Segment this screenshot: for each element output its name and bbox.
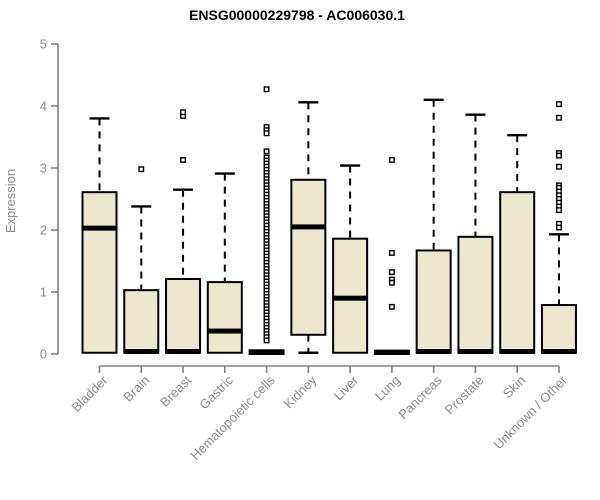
x-tick-label-gastric: Gastric: [196, 372, 236, 412]
median-line: [207, 328, 242, 334]
median-line: [82, 225, 117, 231]
x-tick-label-liver: Liver: [331, 372, 362, 403]
box-rect: [540, 304, 577, 354]
y-axis-label: Expression: [3, 169, 18, 233]
median-line: [374, 349, 409, 355]
chart-title: ENSG00000229798 - AC006030.1: [189, 7, 405, 23]
outlier-point: [180, 156, 186, 163]
median-line: [249, 349, 284, 355]
outlier-point: [388, 279, 395, 286]
y-tick-label-5: 5: [40, 37, 47, 52]
box-rect: [290, 178, 327, 336]
plot-area: [81, 86, 577, 355]
box-unknown-other: [540, 101, 577, 355]
outlier-point: [556, 101, 562, 108]
x-tick-label-brain: Brain: [120, 373, 152, 405]
box-breast: [165, 109, 202, 355]
x-tick-label-prostate: Prostate: [442, 373, 487, 418]
box-prostate: [457, 113, 494, 355]
outlier-point: [263, 130, 270, 137]
median-line: [333, 295, 368, 301]
box-rect: [499, 191, 536, 354]
median-line: [416, 349, 451, 355]
x-tick-label-pancreas: Pancreas: [395, 372, 445, 422]
box-rect: [206, 281, 243, 354]
box-pancreas: [415, 98, 452, 355]
x-tick-label-skin: Skin: [500, 373, 528, 401]
outlier-point: [556, 163, 562, 170]
outlier-point: [556, 224, 562, 231]
box-brain: [123, 166, 160, 355]
median-line: [124, 349, 159, 355]
median-line: [291, 224, 326, 230]
box-rect: [415, 249, 452, 354]
box-bladder: [81, 117, 118, 354]
outlier-point: [556, 207, 562, 214]
box-hematopoietic-cells: [248, 86, 285, 355]
y-tick-label-4: 4: [40, 99, 47, 114]
x-tick-label-unknown-other: Unknown / Other: [491, 372, 571, 452]
box-kidney: [290, 101, 327, 354]
x-tick-label-lung: Lung: [372, 373, 403, 404]
outlier-point: [388, 249, 395, 256]
box-rect: [81, 191, 118, 354]
box-lung: [373, 156, 410, 355]
outlier-point: [263, 86, 270, 93]
box-skin: [499, 133, 536, 355]
y-tick-label-1: 1: [40, 285, 47, 300]
y-tick-label-3: 3: [40, 161, 47, 176]
y-tick-label-2: 2: [40, 223, 47, 238]
outlier-point: [388, 156, 395, 163]
box-gastric: [206, 172, 243, 354]
box-rect: [123, 289, 160, 354]
outlier-point: [263, 148, 270, 155]
outlier-point: [556, 152, 562, 159]
median-line: [541, 349, 576, 355]
box-rect: [165, 277, 202, 354]
median-line: [166, 349, 201, 355]
median-line: [500, 349, 535, 355]
x-tick-label-bladder: Bladder: [68, 372, 111, 415]
box-liver: [332, 164, 369, 354]
y-tick-label-0: 0: [40, 347, 47, 362]
outlier-point: [263, 337, 270, 344]
outlier-point: [180, 109, 186, 116]
outlier-point: [388, 269, 395, 276]
outlier-point: [388, 303, 395, 310]
outlier-point: [556, 114, 562, 121]
x-tick-label-kidney: Kidney: [281, 372, 320, 411]
x-tick-label-breast: Breast: [157, 372, 194, 409]
box-rect: [457, 235, 494, 354]
outlier-point: [138, 166, 145, 173]
median-line: [458, 349, 493, 355]
